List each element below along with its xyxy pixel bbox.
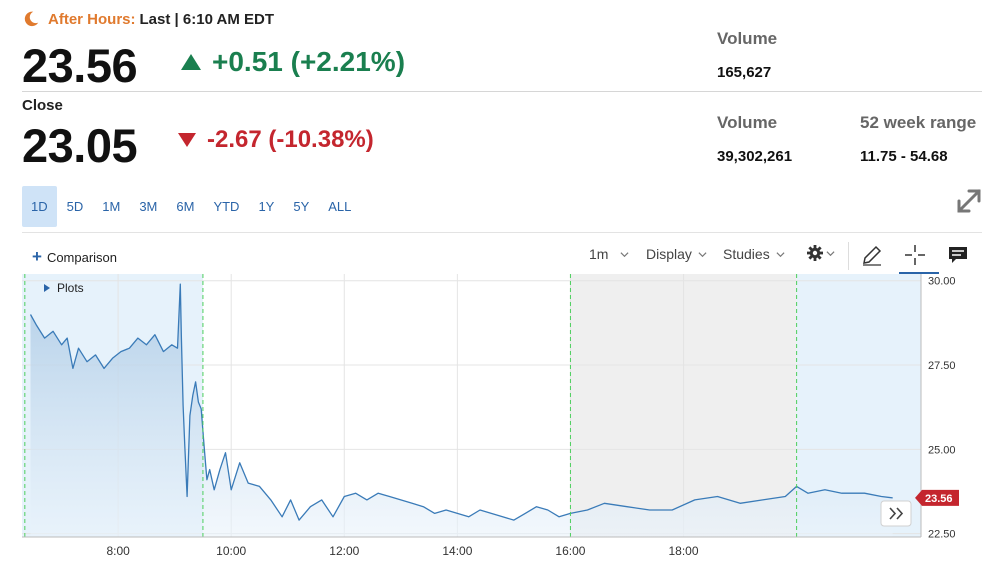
range-tab-1d[interactable]: 1D xyxy=(22,186,57,227)
price-area xyxy=(30,284,893,537)
down-triangle-icon xyxy=(178,133,196,147)
double-chevron-right-icon xyxy=(889,507,904,520)
close-volume-value: 39,302,261 xyxy=(717,148,793,165)
last-price-label: 23.56 xyxy=(925,493,953,505)
after-hours-change: +0.51 (+2.21%) xyxy=(180,46,405,78)
chevron-down-icon xyxy=(620,251,629,257)
y-tick-label: 30.00 xyxy=(928,276,956,288)
range-tab-3m[interactable]: 3M xyxy=(139,199,158,214)
interval-select[interactable]: 1m xyxy=(589,246,629,262)
price-chart[interactable]: 8:0010:0012:0014:0016:0018:005/2830.0027… xyxy=(0,274,991,564)
toolbar-separator xyxy=(848,242,849,270)
studies-label: Studies xyxy=(723,246,770,262)
range-tabs: 1D 5D 1M 3M 6M YTD 1Y 5Y ALL xyxy=(22,186,361,227)
x-tick-label: 10:00 xyxy=(216,544,246,558)
y-tick-label: 27.50 xyxy=(928,360,956,372)
last-price-tag xyxy=(915,489,959,506)
caret-right-icon xyxy=(44,284,50,292)
range-tab-5y[interactable]: 5Y xyxy=(293,199,310,214)
scroll-right-button[interactable] xyxy=(880,500,912,527)
range-tab-6m[interactable]: 6M xyxy=(176,199,195,214)
expand-icon[interactable] xyxy=(955,187,983,215)
crosshair-icon[interactable] xyxy=(903,243,927,267)
price-line xyxy=(29,283,893,521)
crosshair-active-indicator xyxy=(899,272,939,274)
chart-toolbar: + Comparison 1m Display Studies xyxy=(22,238,982,274)
x-tick-label: 8:00 xyxy=(106,544,130,558)
plots-toggle[interactable]: Plots xyxy=(44,281,84,295)
y-tick-label: 25.00 xyxy=(928,444,956,456)
pencil-icon[interactable] xyxy=(860,243,884,267)
gear-icon xyxy=(807,245,823,261)
close-price: 23.05 xyxy=(22,119,138,172)
close-label: Close xyxy=(22,97,63,114)
plus-icon: + xyxy=(32,247,42,266)
after-hours-volume-value: 165,627 xyxy=(717,64,772,81)
interval-value: 1m xyxy=(589,246,609,262)
week-52-range-label: 52 week range xyxy=(860,113,977,132)
studies-menu[interactable]: Studies xyxy=(723,246,785,262)
price-chart-svg: 8:0010:0012:0014:0016:0018:005/2830.0027… xyxy=(22,274,959,558)
range-tab-1m[interactable]: 1M xyxy=(102,199,121,214)
up-triangle-icon xyxy=(181,54,201,70)
range-tab-1y[interactable]: 1Y xyxy=(258,199,275,214)
moon-icon xyxy=(24,11,39,27)
comparison-label: Comparison xyxy=(46,249,118,265)
close-change-value: -2.67 (-10.38%) xyxy=(207,126,374,153)
chevron-down-icon xyxy=(826,250,835,256)
close-volume-label: Volume xyxy=(717,113,778,132)
display-menu[interactable]: Display xyxy=(646,246,707,262)
x-tick-label: 12:00 xyxy=(329,544,359,558)
chevron-down-icon xyxy=(698,251,707,257)
plots-label: Plots xyxy=(57,281,84,295)
comment-icon[interactable] xyxy=(946,243,970,267)
range-tab-all[interactable]: ALL xyxy=(328,199,352,214)
x-tick-label: 18:00 xyxy=(669,544,699,558)
after-hours-label: After Hours: xyxy=(48,10,136,28)
range-tab-ytd[interactable]: YTD xyxy=(213,199,240,214)
x-tick-label: 16:00 xyxy=(555,544,585,558)
after-hours-price: 23.56 xyxy=(22,39,138,92)
header-divider xyxy=(22,91,982,92)
x-tick-label: 14:00 xyxy=(442,544,472,558)
close-volume: Volume 39,302,261 xyxy=(717,113,792,165)
after-hours-status: Last | 6:10 AM EDT xyxy=(139,10,275,28)
chevron-down-icon xyxy=(776,251,785,257)
settings-menu[interactable] xyxy=(806,244,835,262)
week-52-range: 52 week range 11.75 - 54.68 xyxy=(860,113,976,165)
close-change: -2.67 (-10.38%) xyxy=(177,126,374,154)
y-tick-label: 22.50 xyxy=(928,529,956,541)
comparison-button[interactable]: + Comparison xyxy=(32,247,117,267)
range-tab-5d[interactable]: 5D xyxy=(66,199,84,214)
toolbar-divider xyxy=(22,232,982,233)
after-hours-row: After Hours: Last | 6:10 AM EDT xyxy=(22,10,274,28)
after-hours-volume-label: Volume xyxy=(717,29,778,48)
after-hours-volume: Volume 165,627 xyxy=(717,29,777,81)
week-52-range-value: 11.75 - 54.68 xyxy=(860,148,948,165)
after-hours-change-value: +0.51 (+2.21%) xyxy=(212,46,406,77)
display-label: Display xyxy=(646,246,692,262)
